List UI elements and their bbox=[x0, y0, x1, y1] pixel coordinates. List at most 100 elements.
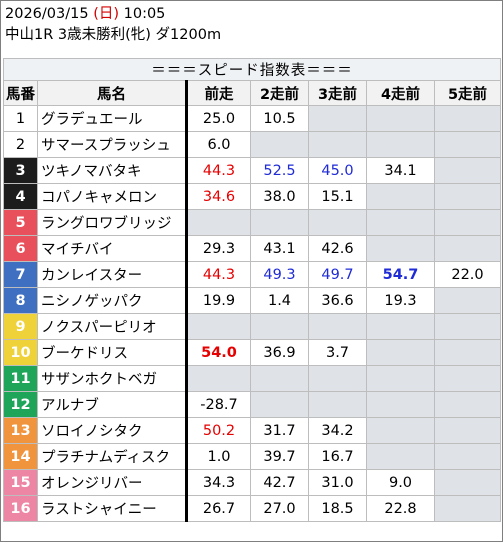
speed-index-cell bbox=[434, 495, 501, 522]
speed-index-cell: 36.6 bbox=[308, 287, 367, 314]
speed-index-cell: 29.3 bbox=[186, 235, 251, 262]
horse-number: 13 bbox=[3, 417, 38, 444]
speed-index-cell: 36.9 bbox=[250, 339, 309, 366]
speed-index-cell: 18.5 bbox=[308, 495, 367, 522]
speed-index-cell: 44.3 bbox=[186, 261, 251, 288]
table-row: 4 コパノキャメロン 34.6 38.0 15.1 bbox=[3, 183, 501, 210]
speed-index-cell: 39.7 bbox=[250, 443, 309, 470]
speed-index-cell: 31.0 bbox=[308, 469, 367, 496]
horse-name: マイチバイ bbox=[37, 235, 188, 262]
horse-number: 4 bbox=[3, 183, 38, 210]
horse-name: コパノキャメロン bbox=[37, 183, 188, 210]
table-row: 16 ラストシャイニー 26.7 27.0 18.5 22.8 bbox=[3, 495, 501, 522]
speed-index-cell bbox=[434, 157, 501, 184]
table-row: 3 ツキノマバタキ 44.3 52.5 45.0 34.1 bbox=[3, 157, 501, 184]
speed-index-cell: 49.3 bbox=[250, 261, 309, 288]
speed-index-cell: 10.5 bbox=[250, 105, 309, 132]
speed-index-cell: 49.7 bbox=[308, 261, 367, 288]
speed-index-cell bbox=[308, 131, 367, 158]
speed-index-cell bbox=[366, 417, 435, 444]
horse-name: ラストシャイニー bbox=[37, 495, 188, 522]
speed-index-cell bbox=[434, 365, 501, 392]
speed-index-cell: 3.7 bbox=[308, 339, 367, 366]
speed-index-cell: 31.7 bbox=[250, 417, 309, 444]
speed-index-cell bbox=[308, 391, 367, 418]
speed-index-cell bbox=[434, 131, 501, 158]
speed-index-cell bbox=[250, 131, 309, 158]
horse-number: 3 bbox=[3, 157, 38, 184]
horse-name: ツキノマバタキ bbox=[37, 157, 188, 184]
horse-number: 14 bbox=[3, 443, 38, 470]
speed-index-cell: 42.6 bbox=[308, 235, 367, 262]
speed-index-cell: 22.0 bbox=[434, 261, 501, 288]
speed-index-cell: 26.7 bbox=[186, 495, 251, 522]
column-header: 2走前 bbox=[250, 80, 309, 106]
horse-name: ノクスパーピリオ bbox=[37, 313, 188, 340]
speed-index-cell bbox=[186, 365, 251, 392]
race-info: 中山1R 3歳未勝利(牝) ダ1200m bbox=[5, 27, 222, 43]
speed-index-cell: 9.0 bbox=[366, 469, 435, 496]
speed-index-cell: 34.2 bbox=[308, 417, 367, 444]
speed-index-cell bbox=[186, 209, 251, 236]
table-caption: ＝＝＝スピード指数表＝＝＝ bbox=[3, 58, 501, 81]
speed-index-cell bbox=[366, 183, 435, 210]
speed-index-cell bbox=[434, 443, 501, 470]
table-row: 5 ラングロワブリッジ bbox=[3, 209, 501, 236]
speed-index-cell bbox=[366, 443, 435, 470]
column-header: 馬番 bbox=[3, 80, 38, 106]
speed-index-cell bbox=[434, 417, 501, 444]
speed-index-cell bbox=[308, 365, 367, 392]
speed-index-cell bbox=[366, 365, 435, 392]
column-header: 前走 bbox=[186, 80, 251, 106]
speed-index-cell bbox=[308, 313, 367, 340]
speed-index-cell bbox=[434, 287, 501, 314]
speed-index-cell bbox=[308, 209, 367, 236]
horse-name: サマースプラッシュ bbox=[37, 131, 188, 158]
speed-index-cell bbox=[434, 235, 501, 262]
speed-index-cell bbox=[434, 313, 501, 340]
speed-index-cell bbox=[186, 313, 251, 340]
speed-index-cell: 19.3 bbox=[366, 287, 435, 314]
speed-index-cell: 34.1 bbox=[366, 157, 435, 184]
column-header: 5走前 bbox=[434, 80, 501, 106]
horse-number: 1 bbox=[3, 105, 38, 132]
speed-index-cell bbox=[250, 209, 309, 236]
table-row: 7 カンレイスター 44.3 49.3 49.7 54.7 22.0 bbox=[3, 261, 501, 288]
race-time: 10:05 bbox=[123, 6, 166, 22]
horse-number: 2 bbox=[3, 131, 38, 158]
speed-index-cell bbox=[366, 209, 435, 236]
horse-number: 8 bbox=[3, 287, 38, 314]
speed-index-cell bbox=[308, 105, 367, 132]
speed-index-cell: 44.3 bbox=[186, 157, 251, 184]
speed-index-cell: 38.0 bbox=[250, 183, 309, 210]
speed-index-cell bbox=[434, 339, 501, 366]
horse-number: 5 bbox=[3, 209, 38, 236]
table-row: 1 グラデュエール 25.0 10.5 bbox=[3, 105, 501, 132]
speed-index-cell: 52.5 bbox=[250, 157, 309, 184]
horse-number: 6 bbox=[3, 235, 38, 262]
speed-index-cell bbox=[250, 365, 309, 392]
horse-name: アルナブ bbox=[37, 391, 188, 418]
speed-index-cell bbox=[366, 339, 435, 366]
table-row: 2 サマースプラッシュ 6.0 bbox=[3, 131, 501, 158]
speed-index-cell bbox=[250, 313, 309, 340]
horse-name: プラチナムディスク bbox=[37, 443, 188, 470]
race-day-of-week: (日) bbox=[93, 6, 120, 22]
horse-name: ラングロワブリッジ bbox=[37, 209, 188, 236]
speed-index-cell: 27.0 bbox=[250, 495, 309, 522]
speed-index-cell bbox=[434, 183, 501, 210]
horse-number: 10 bbox=[3, 339, 38, 366]
column-header: 3走前 bbox=[308, 80, 367, 106]
speed-index-cell bbox=[366, 131, 435, 158]
speed-index-cell: 1.4 bbox=[250, 287, 309, 314]
table-header-row: 馬番 馬名 前走 2走前 3走前 4走前 5走前 bbox=[3, 80, 501, 106]
speed-index-cell bbox=[434, 105, 501, 132]
speed-index-cell: 43.1 bbox=[250, 235, 309, 262]
horse-number: 9 bbox=[3, 313, 38, 340]
horse-name: グラデュエール bbox=[37, 105, 188, 132]
horse-number: 15 bbox=[3, 469, 38, 496]
speed-index-cell: 50.2 bbox=[186, 417, 251, 444]
table-row: 9 ノクスパーピリオ bbox=[3, 313, 501, 340]
datetime-line: 2026/03/15 (日) 10:05 bbox=[5, 4, 221, 25]
